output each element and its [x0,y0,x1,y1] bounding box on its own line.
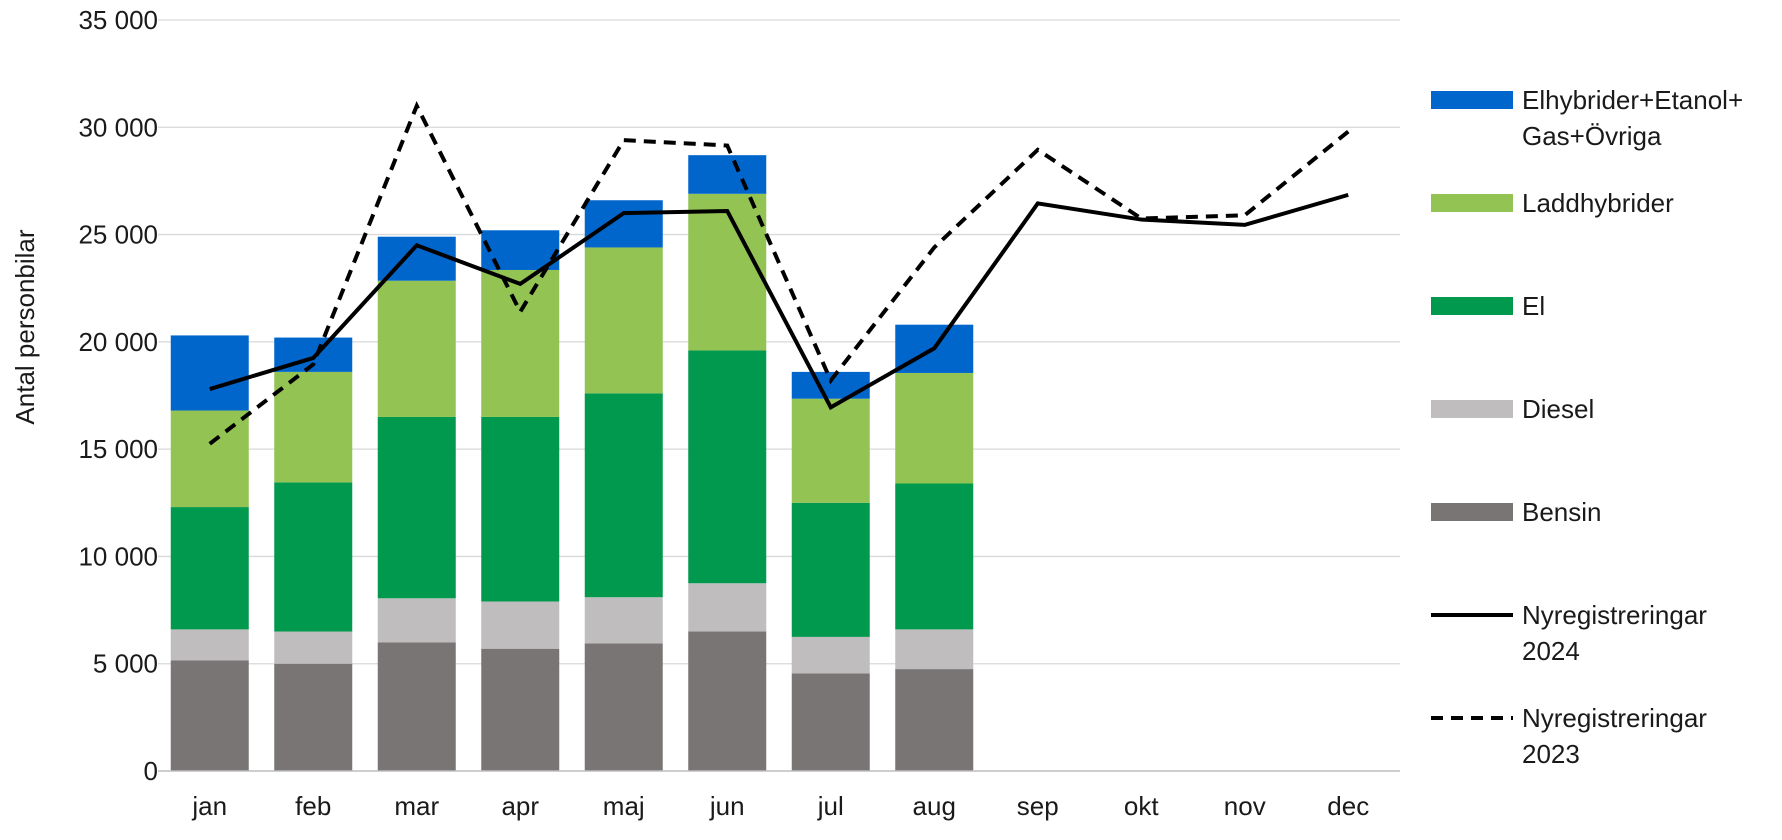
legend-swatch [1431,297,1513,315]
stacked-bars [170,155,974,771]
x-tick-label: okt [1124,791,1159,821]
series-line [208,100,1350,446]
bar-segment [895,372,974,484]
bar-segment [895,629,974,670]
x-tick-label: jul [817,791,844,821]
bar-segment [481,648,560,771]
legend-label: Nyregistreringar 2024 [1522,600,1707,666]
legend-item: Bensin [1431,497,1602,527]
bar-segment [791,371,870,399]
bar-segment [481,269,560,417]
y-tick-label: 0 [144,756,158,786]
y-tick-label: 25 000 [78,220,158,250]
x-tick-label: jun [709,791,745,821]
y-axis-title: Antal personbilar [10,229,40,424]
bar-segment [584,393,663,598]
y-axis-ticks: 0 5 000 10 000 15 000 20 000 25 000 30 000 35 0… [78,5,158,786]
legend-swatch [1431,194,1513,212]
bar-segment [170,335,249,411]
bar-segment [274,663,353,771]
bar-segment [791,502,870,637]
bar-segment [274,371,353,483]
y-tick-label: 20 000 [78,327,158,357]
legend-label: Elhybrider+Etanol+ Gas+Övriga [1522,85,1743,151]
legend-item: Nyregistreringar 2023 [1431,703,1707,769]
bar-segment [895,669,974,771]
x-tick-label: maj [603,791,645,821]
bar-segment [895,483,974,630]
bar-segment [791,673,870,771]
bar-segment [377,280,456,417]
legend-item: Nyregistreringar 2024 [1431,600,1707,666]
legend-swatch [1431,400,1513,418]
bar-segment [688,193,767,351]
y-tick-label: 30 000 [78,112,158,142]
x-axis-ticks: jan feb mar apr maj jun jul aug sep okt nov dec [191,791,1369,821]
bar-segment [791,636,870,674]
bar-segment [274,631,353,664]
legend-item: Elhybrider+Etanol+ Gas+Övriga [1431,85,1743,151]
legend-label: Laddhybrider [1522,188,1674,218]
bar-segment [377,598,456,643]
x-tick-label: nov [1224,791,1266,821]
x-tick-label: aug [913,791,956,821]
lines [208,100,1350,446]
bar-segment [274,482,353,632]
bar-segment [791,398,870,503]
x-tick-label: jan [191,791,227,821]
x-tick-label: feb [295,791,331,821]
x-tick-label: dec [1327,791,1369,821]
legend-label: Diesel [1522,394,1594,424]
legend-label: Nyregistreringar 2023 [1522,703,1707,769]
bar-segment [377,642,456,771]
bar-segment [377,416,456,599]
legend-label: El [1522,291,1545,321]
bar-segment [170,507,249,630]
legend-label: Bensin [1522,497,1602,527]
y-tick-label: 5 000 [93,649,158,679]
legend-swatch [1431,91,1513,109]
bar-segment [688,631,767,771]
legend: Elhybrider+Etanol+ Gas+Övriga Laddhybrider… [1431,85,1743,769]
legend-item: El [1431,291,1545,321]
bar-segment [170,629,249,661]
series-line [209,192,1349,411]
bar-segment [170,660,249,771]
bar-segment [481,601,560,649]
y-tick-label: 15 000 [78,434,158,464]
x-tick-label: sep [1017,791,1059,821]
legend-swatch [1431,503,1513,521]
legend-item: Laddhybrider [1431,188,1674,218]
bar-segment [584,247,663,394]
x-tick-label: mar [394,791,439,821]
y-tick-label: 35 000 [78,5,158,35]
bar-segment [584,597,663,644]
bar-segment [688,350,767,584]
x-tick-label: apr [501,791,539,821]
bar-segment [584,200,663,248]
bar-segment [688,583,767,632]
legend-item: Diesel [1431,394,1594,424]
bar-segment [688,155,767,194]
y-tick-label: 10 000 [78,541,158,571]
bar-segment [481,416,560,602]
bar-segment [170,410,249,508]
bar-segment [584,643,663,771]
